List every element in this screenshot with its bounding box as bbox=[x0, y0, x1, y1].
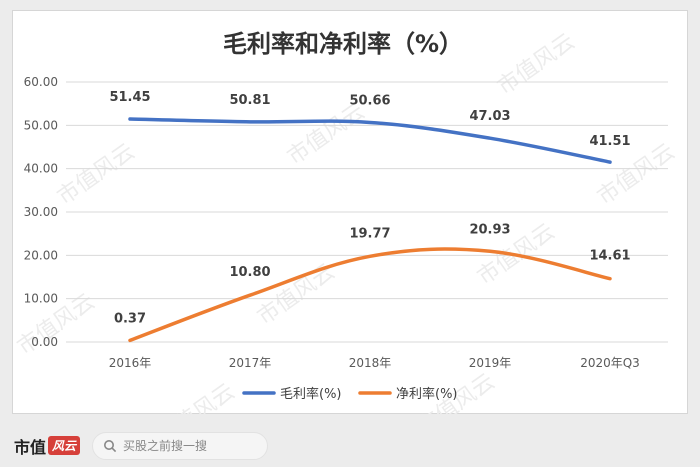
series-line-gross-margin bbox=[128, 117, 612, 164]
search-box[interactable]: 买股之前搜一搜 bbox=[92, 431, 269, 460]
footer-bar: 市值 风云 买股之前搜一搜 bbox=[0, 424, 700, 467]
brand-mark: 风云 bbox=[48, 436, 81, 455]
data-label: 47.03 bbox=[469, 109, 510, 124]
data-label: 41.51 bbox=[589, 134, 630, 149]
data-label: 19.77 bbox=[349, 226, 390, 241]
data-label: 20.93 bbox=[469, 222, 510, 237]
data-label: 10.80 bbox=[229, 265, 270, 280]
data-label: 14.61 bbox=[589, 249, 630, 264]
search-placeholder: 买股之前搜一搜 bbox=[123, 439, 208, 453]
watermark-text: 市值风云 bbox=[493, 29, 579, 100]
data-label: 0.37 bbox=[114, 311, 146, 326]
data-label: 50.66 bbox=[349, 93, 390, 108]
y-tick-label: 20.00 bbox=[24, 248, 58, 262]
y-tick-label: 60.00 bbox=[24, 75, 58, 89]
watermark-text: 市值风云 bbox=[283, 99, 369, 170]
data-label: 51.45 bbox=[109, 90, 150, 105]
y-tick-label: 0.00 bbox=[31, 335, 58, 349]
x-tick-label: 2018年 bbox=[349, 356, 392, 370]
y-tick-label: 30.00 bbox=[24, 205, 58, 219]
x-axis-ticks: 2016年 2017年 2018年 2019年 2020年Q3 bbox=[109, 356, 640, 370]
watermark-text: 市值风云 bbox=[53, 139, 139, 210]
watermark-text: 市值风云 bbox=[593, 139, 679, 210]
y-tick-label: 50.00 bbox=[24, 118, 58, 132]
data-label: 50.81 bbox=[229, 93, 270, 108]
y-axis-ticks: 0.00 10.00 20.00 30.00 40.00 50.00 60.00 bbox=[24, 75, 58, 349]
x-tick-label: 2019年 bbox=[469, 356, 512, 370]
x-tick-label: 2016年 bbox=[109, 356, 152, 370]
gridlines bbox=[66, 81, 668, 343]
brand-logo[interactable]: 市值 风云 bbox=[14, 434, 81, 458]
legend-label: 净利率(%) bbox=[396, 386, 458, 402]
data-labels: 51.45 50.81 50.66 47.03 41.51 0.37 10.80 19.77 2… bbox=[109, 90, 630, 326]
y-tick-label: 10.00 bbox=[24, 292, 58, 306]
brand-text: 市值 bbox=[14, 437, 47, 457]
y-tick-label: 40.00 bbox=[24, 162, 58, 176]
legend: 毛利率(%) 净利率(%) bbox=[242, 386, 458, 402]
x-tick-label: 2017年 bbox=[229, 356, 272, 370]
chart-title: 毛利率和净利率（%） bbox=[223, 30, 463, 58]
legend-label: 毛利率(%) bbox=[280, 386, 342, 402]
series-line-net-margin bbox=[128, 247, 612, 343]
x-tick-label: 2020年Q3 bbox=[580, 356, 640, 370]
series-lines bbox=[128, 117, 612, 343]
search-icon bbox=[104, 439, 117, 452]
